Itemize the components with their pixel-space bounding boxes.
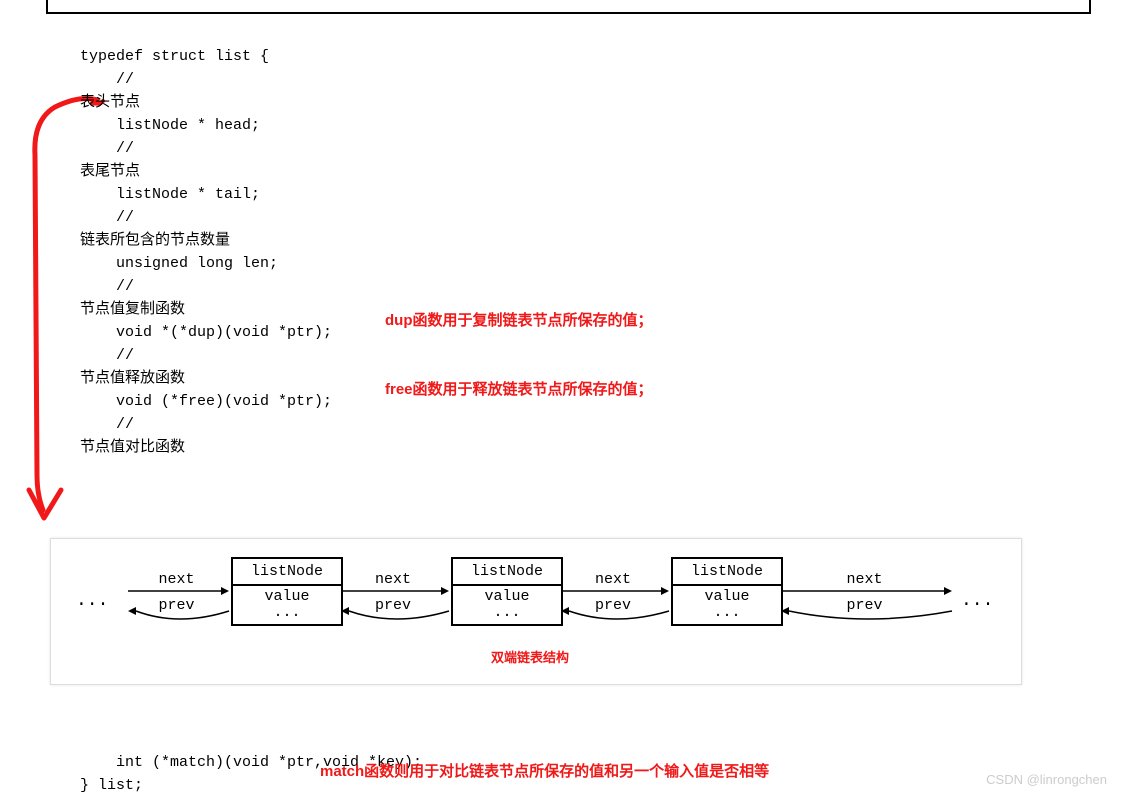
- annotation-match: match函数则用于对比链表节点所保存的值和另一个输入值是否相等: [320, 760, 769, 781]
- diagram-caption: 双端链表结构: [491, 647, 569, 666]
- watermark: CSDN @linrongchen: [986, 772, 1107, 787]
- code-block-main: typedef struct list { // 表头节点 listNode *…: [80, 45, 332, 459]
- label-prev-1: prev: [375, 597, 411, 614]
- dots-right: ...: [961, 591, 993, 611]
- label-prev-3: prev: [847, 597, 883, 614]
- page-root: typedef struct list { // 表头节点 listNode *…: [0, 0, 1137, 795]
- listnode-header: listNode: [233, 559, 341, 586]
- dots-left: ...: [76, 591, 108, 611]
- listnode-body: value...: [453, 586, 561, 624]
- annotation-free: free函数用于释放链表节点所保存的值；: [385, 378, 653, 399]
- listnode-body: value...: [233, 586, 341, 624]
- listnode-header: listNode: [453, 559, 561, 586]
- label-next-2: next: [595, 571, 631, 588]
- label-prev-2: prev: [595, 597, 631, 614]
- listnode-header: listNode: [673, 559, 781, 586]
- linkedlist-diagram: ......listNodevalue...listNodevalue...li…: [50, 538, 1022, 685]
- listnode-0: listNodevalue...: [231, 557, 343, 626]
- label-prev-0: prev: [159, 597, 195, 614]
- label-next-1: next: [375, 571, 411, 588]
- listnode-body: value...: [673, 586, 781, 624]
- label-next-0: next: [159, 571, 195, 588]
- listnode-1: listNodevalue...: [451, 557, 563, 626]
- annotation-dup: dup函数用于复制链表节点所保存的值；: [385, 309, 653, 330]
- label-next-3: next: [847, 571, 883, 588]
- top-frame-border: [46, 0, 1091, 14]
- listnode-2: listNodevalue...: [671, 557, 783, 626]
